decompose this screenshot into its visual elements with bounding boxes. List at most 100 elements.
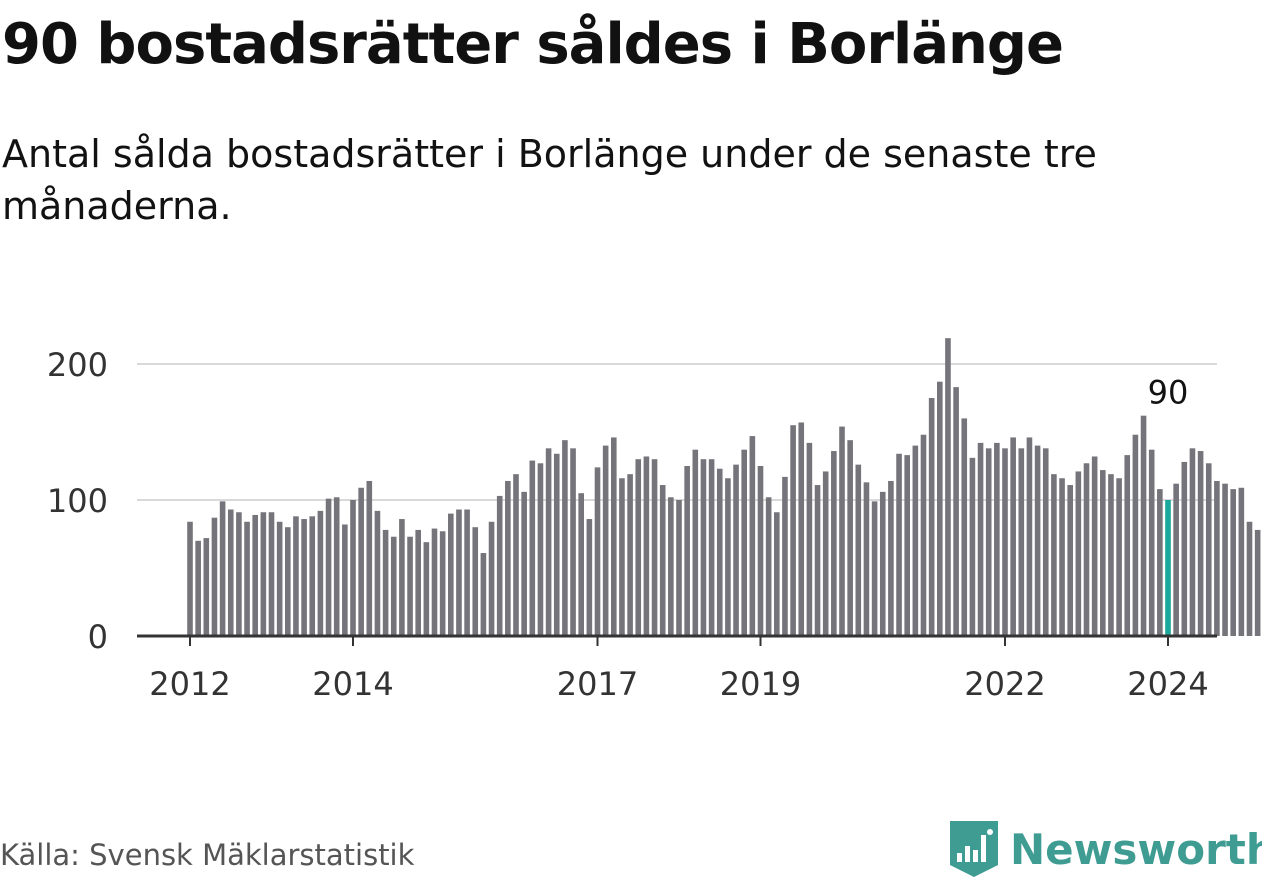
brand-name: Newsworthy — [1010, 824, 1262, 874]
bar — [1214, 480, 1220, 636]
bar — [1205, 463, 1212, 636]
bar — [863, 482, 870, 636]
bar — [293, 516, 299, 636]
bar — [325, 498, 332, 636]
bar — [342, 524, 348, 636]
bar — [1148, 449, 1155, 636]
x-tick-label: 2024 — [1127, 665, 1208, 703]
x-tick-label: 2017 — [557, 665, 638, 703]
bar — [545, 448, 552, 636]
bar — [317, 510, 324, 636]
bar — [276, 521, 283, 636]
bar — [896, 453, 902, 636]
bar — [464, 509, 470, 636]
chart-title: 90 bostadsrätter såldes i Borlänge — [2, 12, 1064, 77]
bar-highlight — [1165, 500, 1171, 636]
bar — [700, 459, 707, 636]
y-tick-label: 0 — [88, 618, 108, 656]
bar — [888, 480, 894, 636]
bar — [423, 542, 430, 636]
bar — [912, 445, 919, 636]
bar — [904, 455, 910, 636]
bar — [1181, 461, 1188, 636]
bar — [708, 459, 715, 636]
bar — [505, 480, 511, 636]
bars — [187, 338, 1261, 636]
bar — [203, 538, 210, 636]
bar — [439, 531, 446, 636]
bar — [1254, 529, 1261, 636]
chart-subtitle: Antal sålda bostadsrätter i Borlänge und… — [2, 132, 1097, 228]
y-tick-label: 100 — [47, 482, 108, 520]
bar — [831, 451, 837, 636]
bar — [1091, 456, 1098, 636]
bar — [529, 460, 536, 636]
bar — [920, 434, 927, 636]
bar — [1034, 445, 1041, 636]
bar — [741, 449, 747, 636]
x-tick-label: 2012 — [149, 665, 230, 703]
bar — [195, 540, 201, 636]
bar — [790, 425, 796, 636]
bar — [1157, 489, 1163, 636]
bar — [602, 445, 609, 636]
bar — [268, 512, 275, 636]
bar — [1140, 415, 1147, 636]
bar — [1132, 434, 1139, 636]
bar — [733, 464, 739, 636]
bar — [765, 497, 772, 636]
bar — [945, 338, 951, 636]
bar — [407, 536, 413, 636]
bar — [480, 553, 487, 636]
bar — [488, 521, 495, 636]
bar — [871, 501, 878, 636]
bar — [1002, 448, 1008, 636]
bar — [1116, 478, 1122, 636]
bar — [806, 442, 813, 636]
bar — [1246, 521, 1253, 636]
bar — [570, 448, 576, 636]
bar — [390, 536, 397, 636]
bar — [562, 440, 568, 636]
bar — [749, 436, 756, 636]
bar — [619, 478, 625, 636]
bar — [1222, 483, 1228, 636]
bar — [798, 422, 805, 636]
bar — [1010, 437, 1016, 636]
bar — [1059, 478, 1065, 636]
bar — [643, 456, 650, 636]
bar — [236, 512, 242, 636]
bar — [1075, 471, 1082, 636]
bar — [219, 501, 226, 636]
bar — [847, 440, 853, 636]
bar — [594, 467, 601, 636]
bar — [252, 514, 258, 636]
bar — [1067, 485, 1073, 636]
bar — [1189, 448, 1196, 636]
bar — [839, 426, 845, 636]
bar — [211, 517, 218, 636]
x-tick-label: 2022 — [964, 665, 1045, 703]
bar — [928, 398, 935, 636]
bar — [415, 529, 421, 636]
labels: 0 100 200 2012 2014 2017 2019 2022 2024 90 — [47, 346, 1209, 703]
bar — [1230, 489, 1236, 636]
x-axis — [137, 634, 1217, 646]
bar — [496, 495, 503, 636]
x-tick-label: 2019 — [720, 665, 801, 703]
bar — [1026, 437, 1033, 636]
bar — [985, 448, 992, 636]
bar — [301, 519, 307, 636]
bar — [374, 510, 381, 636]
bar — [1018, 448, 1025, 636]
bar — [456, 509, 462, 636]
bar — [309, 516, 316, 636]
bar — [358, 487, 364, 636]
bar — [366, 480, 373, 636]
bar — [692, 449, 699, 636]
bar — [1100, 470, 1106, 636]
bar — [1197, 451, 1204, 636]
bar — [1124, 455, 1131, 636]
bar — [977, 442, 984, 636]
bar — [513, 474, 519, 636]
